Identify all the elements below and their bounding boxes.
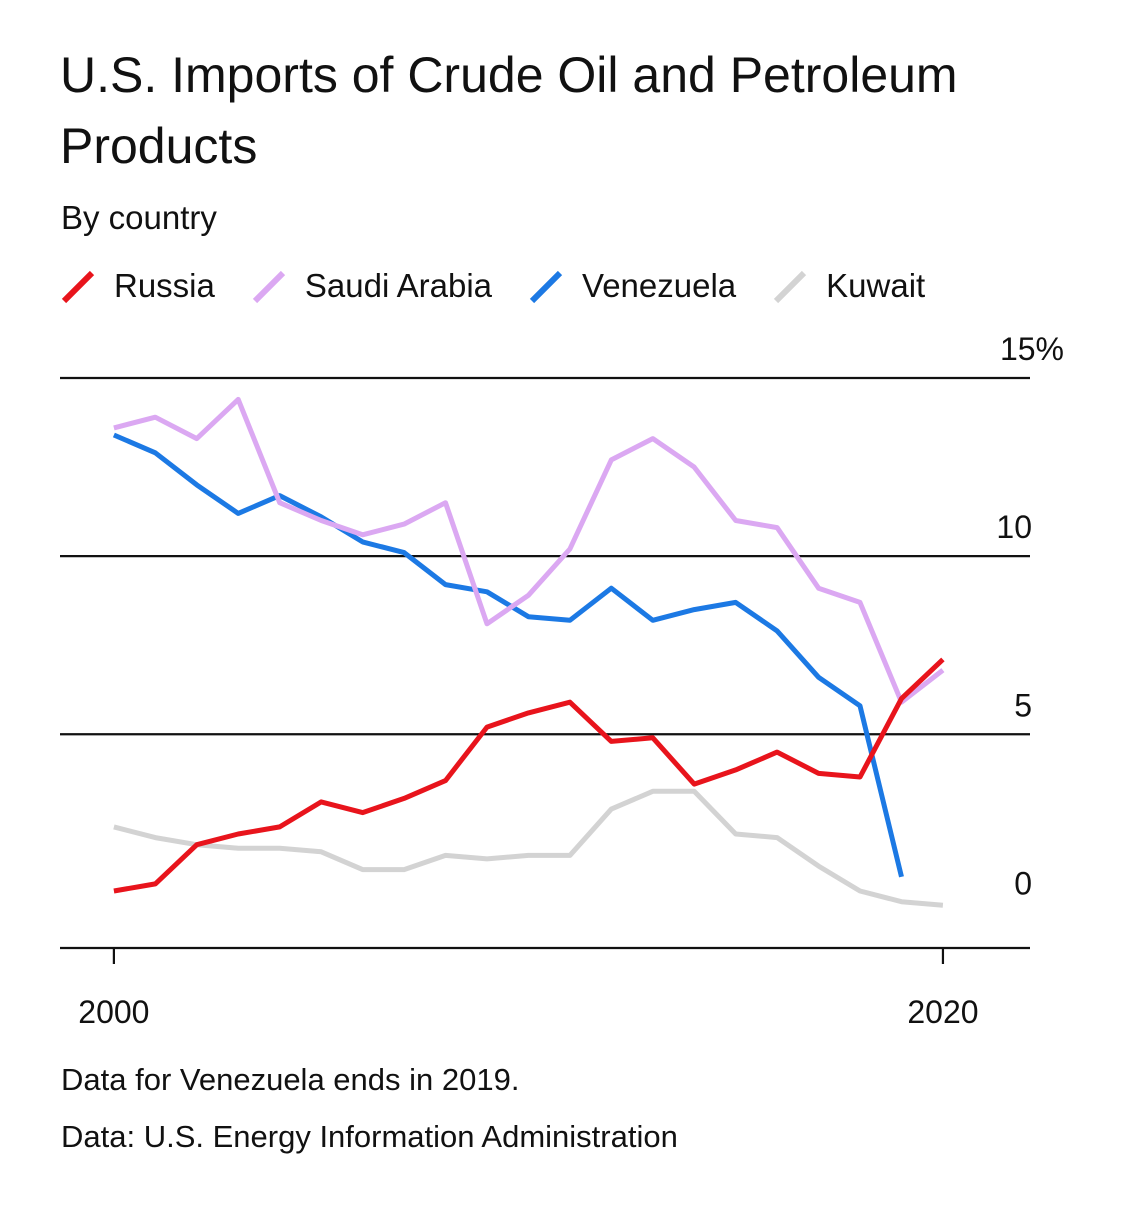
line-chart: 0 5 10 15% 2000 2020 xyxy=(60,331,1064,1030)
series-lines xyxy=(112,396,945,908)
series-line-russia xyxy=(113,657,945,894)
chart-source: Data: U.S. Energy Information Administra… xyxy=(61,1119,678,1154)
legend: Russia Saudi Arabia Venezuela Kuwait xyxy=(58,262,959,310)
legend-swatch-saudi-arabia xyxy=(252,270,285,304)
legend-label-venezuela: Venezuela xyxy=(582,267,737,304)
y-tick-label-15: 15% xyxy=(1000,331,1064,367)
legend-label-kuwait: Kuwait xyxy=(826,267,926,304)
legend-item-russia: Russia xyxy=(58,264,215,308)
legend-label-russia: Russia xyxy=(114,267,215,304)
legend-label-saudi-arabia: Saudi Arabia xyxy=(304,267,493,304)
series-line-saudi-arabia xyxy=(113,396,945,705)
x-tick-labels: 2000 2020 xyxy=(78,994,978,1030)
chart-title: U.S. Imports of Crude Oil and Petroleum … xyxy=(60,47,958,174)
y-tick-labels: 0 5 10 15% xyxy=(996,331,1064,901)
x-tick-label-2000: 2000 xyxy=(78,994,149,1030)
legend-item-kuwait: Kuwait xyxy=(770,264,925,308)
legend-swatch-venezuela xyxy=(529,270,563,304)
legend-swatch-kuwait xyxy=(774,270,807,304)
x-tick-label-2020: 2020 xyxy=(907,994,978,1030)
chart-subtitle: By country xyxy=(61,199,217,236)
y-tick-label-10: 10 xyxy=(996,509,1032,545)
series-line-kuwait xyxy=(113,788,944,908)
series-line-venezuela xyxy=(112,432,904,878)
legend-item-venezuela: Venezuela xyxy=(526,264,736,308)
y-tick-label-5: 5 xyxy=(1014,687,1032,723)
x-axis xyxy=(60,946,1030,964)
y-tick-label-0: 0 xyxy=(1014,865,1032,901)
legend-item-saudi-arabia: Saudi Arabia xyxy=(249,264,492,308)
chart-note: Data for Venezuela ends in 2019. xyxy=(61,1062,520,1097)
legend-swatch-russia xyxy=(61,270,95,304)
